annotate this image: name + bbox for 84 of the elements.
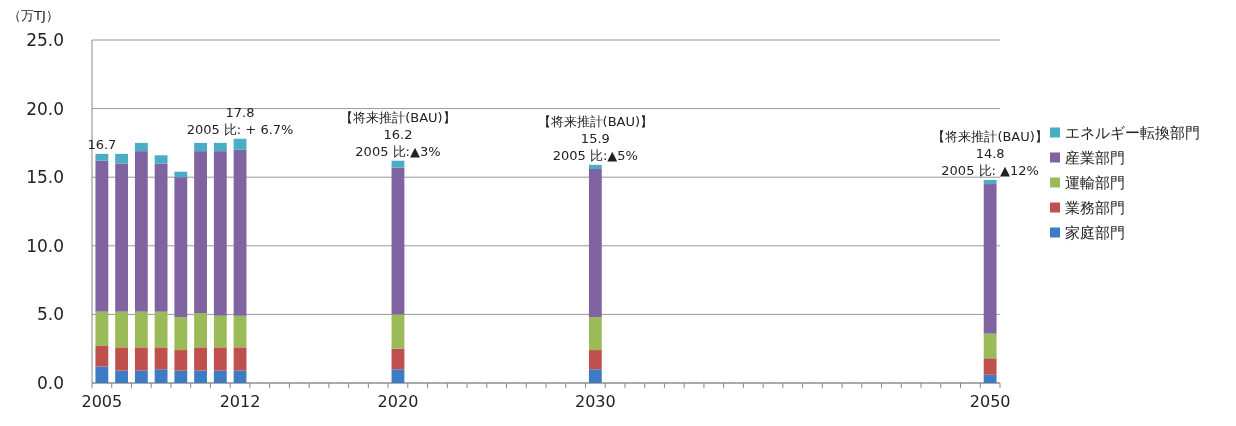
bar xyxy=(233,347,247,371)
annotation: 14.8 xyxy=(975,145,1005,161)
bar xyxy=(115,370,129,383)
bar xyxy=(95,311,109,346)
bar xyxy=(213,347,227,371)
bar xyxy=(588,164,602,169)
bar xyxy=(174,177,188,318)
y-tick-label: 25.0 xyxy=(26,30,64,50)
bar xyxy=(134,142,148,152)
annotation: 【将来推計(BAU)】 xyxy=(537,113,654,129)
bar xyxy=(174,171,188,178)
legend-label: 業務部門 xyxy=(1065,198,1125,217)
legend-label: 運輸部門 xyxy=(1065,173,1125,192)
y-tick-label: 0.0 xyxy=(36,373,64,393)
bar xyxy=(588,168,602,318)
x-tick-label: 2012 xyxy=(219,392,261,411)
annotation: 15.9 xyxy=(580,130,610,146)
bar xyxy=(588,350,602,370)
bar xyxy=(154,155,168,164)
bar xyxy=(134,370,148,383)
bar xyxy=(983,358,997,375)
bar xyxy=(115,347,129,371)
bar xyxy=(154,347,168,370)
bar xyxy=(134,347,148,371)
annotation: 【将来推計(BAU)】 xyxy=(340,109,456,125)
bar xyxy=(95,160,109,312)
bar xyxy=(174,317,188,351)
bar xyxy=(213,142,227,152)
y-tick-label: 10.0 xyxy=(26,235,64,256)
bar xyxy=(983,184,997,334)
y-tick-label: 15.0 xyxy=(26,167,64,188)
annotation: 2005 比:▲3% xyxy=(355,143,441,159)
annotation: 16.2 xyxy=(383,126,413,142)
bar xyxy=(233,315,247,348)
bar xyxy=(233,149,247,316)
annotation: 2005 比: + 6.7% xyxy=(186,121,294,137)
annotation: 2005 比: ▲12% xyxy=(941,162,1039,178)
bar xyxy=(194,142,207,152)
bar xyxy=(174,350,188,371)
bar xyxy=(983,374,997,383)
legend-label: エネルギー転換部門 xyxy=(1065,123,1200,142)
annotation: 2005 比:▲5% xyxy=(552,147,638,163)
bar xyxy=(194,313,207,348)
bar xyxy=(134,311,148,348)
bar xyxy=(95,153,109,161)
bar xyxy=(115,163,129,312)
annotation: 17.8 xyxy=(225,104,255,120)
bar xyxy=(154,163,168,312)
bar xyxy=(115,153,129,164)
legend-label: 家庭部門 xyxy=(1065,223,1125,242)
bar xyxy=(213,315,227,348)
bar xyxy=(588,369,602,383)
bar xyxy=(983,333,997,359)
bar xyxy=(194,370,207,383)
bar xyxy=(213,151,227,316)
x-tick-label: 2005 xyxy=(81,392,123,411)
bar xyxy=(213,370,227,383)
bar xyxy=(391,167,405,315)
annotation: 16.7 xyxy=(87,136,117,152)
bar xyxy=(95,366,109,383)
bar xyxy=(983,179,997,185)
x-tick-label: 2030 xyxy=(574,392,616,411)
bar xyxy=(154,311,168,348)
bar xyxy=(115,311,129,348)
bar xyxy=(391,369,405,383)
y-axis-title: （万TJ） xyxy=(8,8,59,23)
bar xyxy=(233,370,247,383)
bar xyxy=(588,317,602,351)
x-tick-label: 2020 xyxy=(377,392,419,411)
bar xyxy=(194,151,207,314)
legend-label: 産業部門 xyxy=(1065,148,1125,167)
bar xyxy=(154,369,168,383)
bar xyxy=(174,370,188,383)
bar xyxy=(391,314,405,349)
bar xyxy=(233,138,247,150)
y-tick-label: 5.0 xyxy=(36,304,64,325)
bar xyxy=(391,348,405,370)
annotation: 【将来推計(BAU)】 xyxy=(932,128,1048,144)
bar xyxy=(194,347,207,371)
bar xyxy=(391,160,405,168)
x-tick-label: 2050 xyxy=(969,392,1011,411)
y-tick-label: 20.0 xyxy=(26,98,64,119)
bar xyxy=(95,345,109,367)
bar xyxy=(134,151,148,312)
